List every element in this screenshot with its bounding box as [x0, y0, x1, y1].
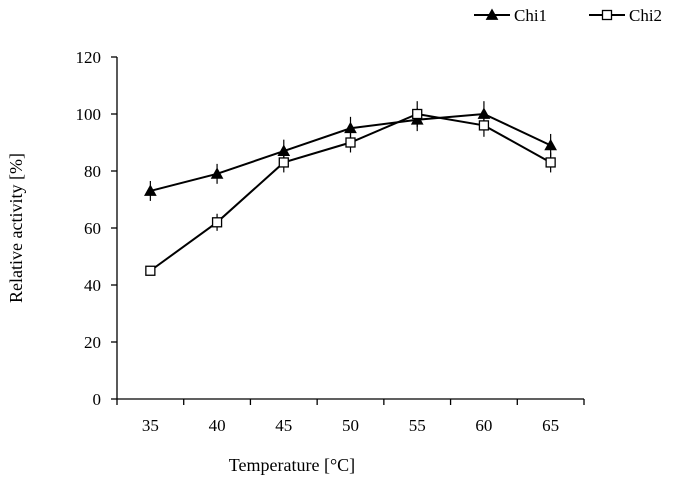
chi1-point	[144, 184, 157, 196]
chi1-point	[477, 107, 491, 119]
y-tick-label: 80	[84, 162, 101, 181]
chi1-legend-marker	[485, 8, 499, 20]
y-tick-label: 20	[84, 333, 101, 352]
axes	[116, 57, 584, 400]
y-tick-label: 100	[76, 105, 102, 124]
x-tick-label: 65	[542, 416, 559, 435]
chi2-point	[545, 157, 556, 168]
x-axis-title: Temperature [°C]	[229, 455, 355, 475]
chi2-point	[211, 217, 223, 228]
chi2-point	[478, 120, 490, 131]
y-axis-title: Relative activity [%]	[6, 153, 26, 303]
x-tick-label: 35	[142, 416, 159, 435]
chi1-point	[544, 138, 557, 151]
y-tick-label: 60	[84, 219, 101, 238]
chi2-legend-marker	[601, 9, 613, 21]
chi2-legend-label: Chi2	[629, 6, 662, 25]
chi2-point	[345, 137, 356, 148]
y-tick-label: 120	[76, 48, 102, 67]
error-bars	[149, 101, 552, 231]
y-tick-label: 40	[84, 276, 101, 295]
chi1-point	[210, 167, 224, 179]
y-tick-label: 0	[93, 390, 102, 409]
y-ticks: 0 20 40 60 80 100 120	[76, 48, 117, 409]
chi2-point	[412, 108, 423, 120]
chi1-point	[344, 121, 357, 134]
chi1-point	[277, 144, 291, 156]
x-tick-label: 60	[475, 416, 492, 435]
data-markers	[144, 107, 557, 276]
chi1-legend-label: Chi1	[514, 6, 547, 25]
x-tick-label: 45	[275, 416, 292, 435]
legend: Chi1 Chi2	[474, 6, 662, 25]
x-tick-label: 50	[342, 416, 359, 435]
x-ticks: 35 40 45 50 55 60 65	[116, 399, 585, 435]
x-tick-label: 55	[409, 416, 426, 435]
chi2-point	[278, 157, 289, 168]
x-tick-label: 40	[209, 416, 226, 435]
chi2-point	[145, 265, 156, 276]
